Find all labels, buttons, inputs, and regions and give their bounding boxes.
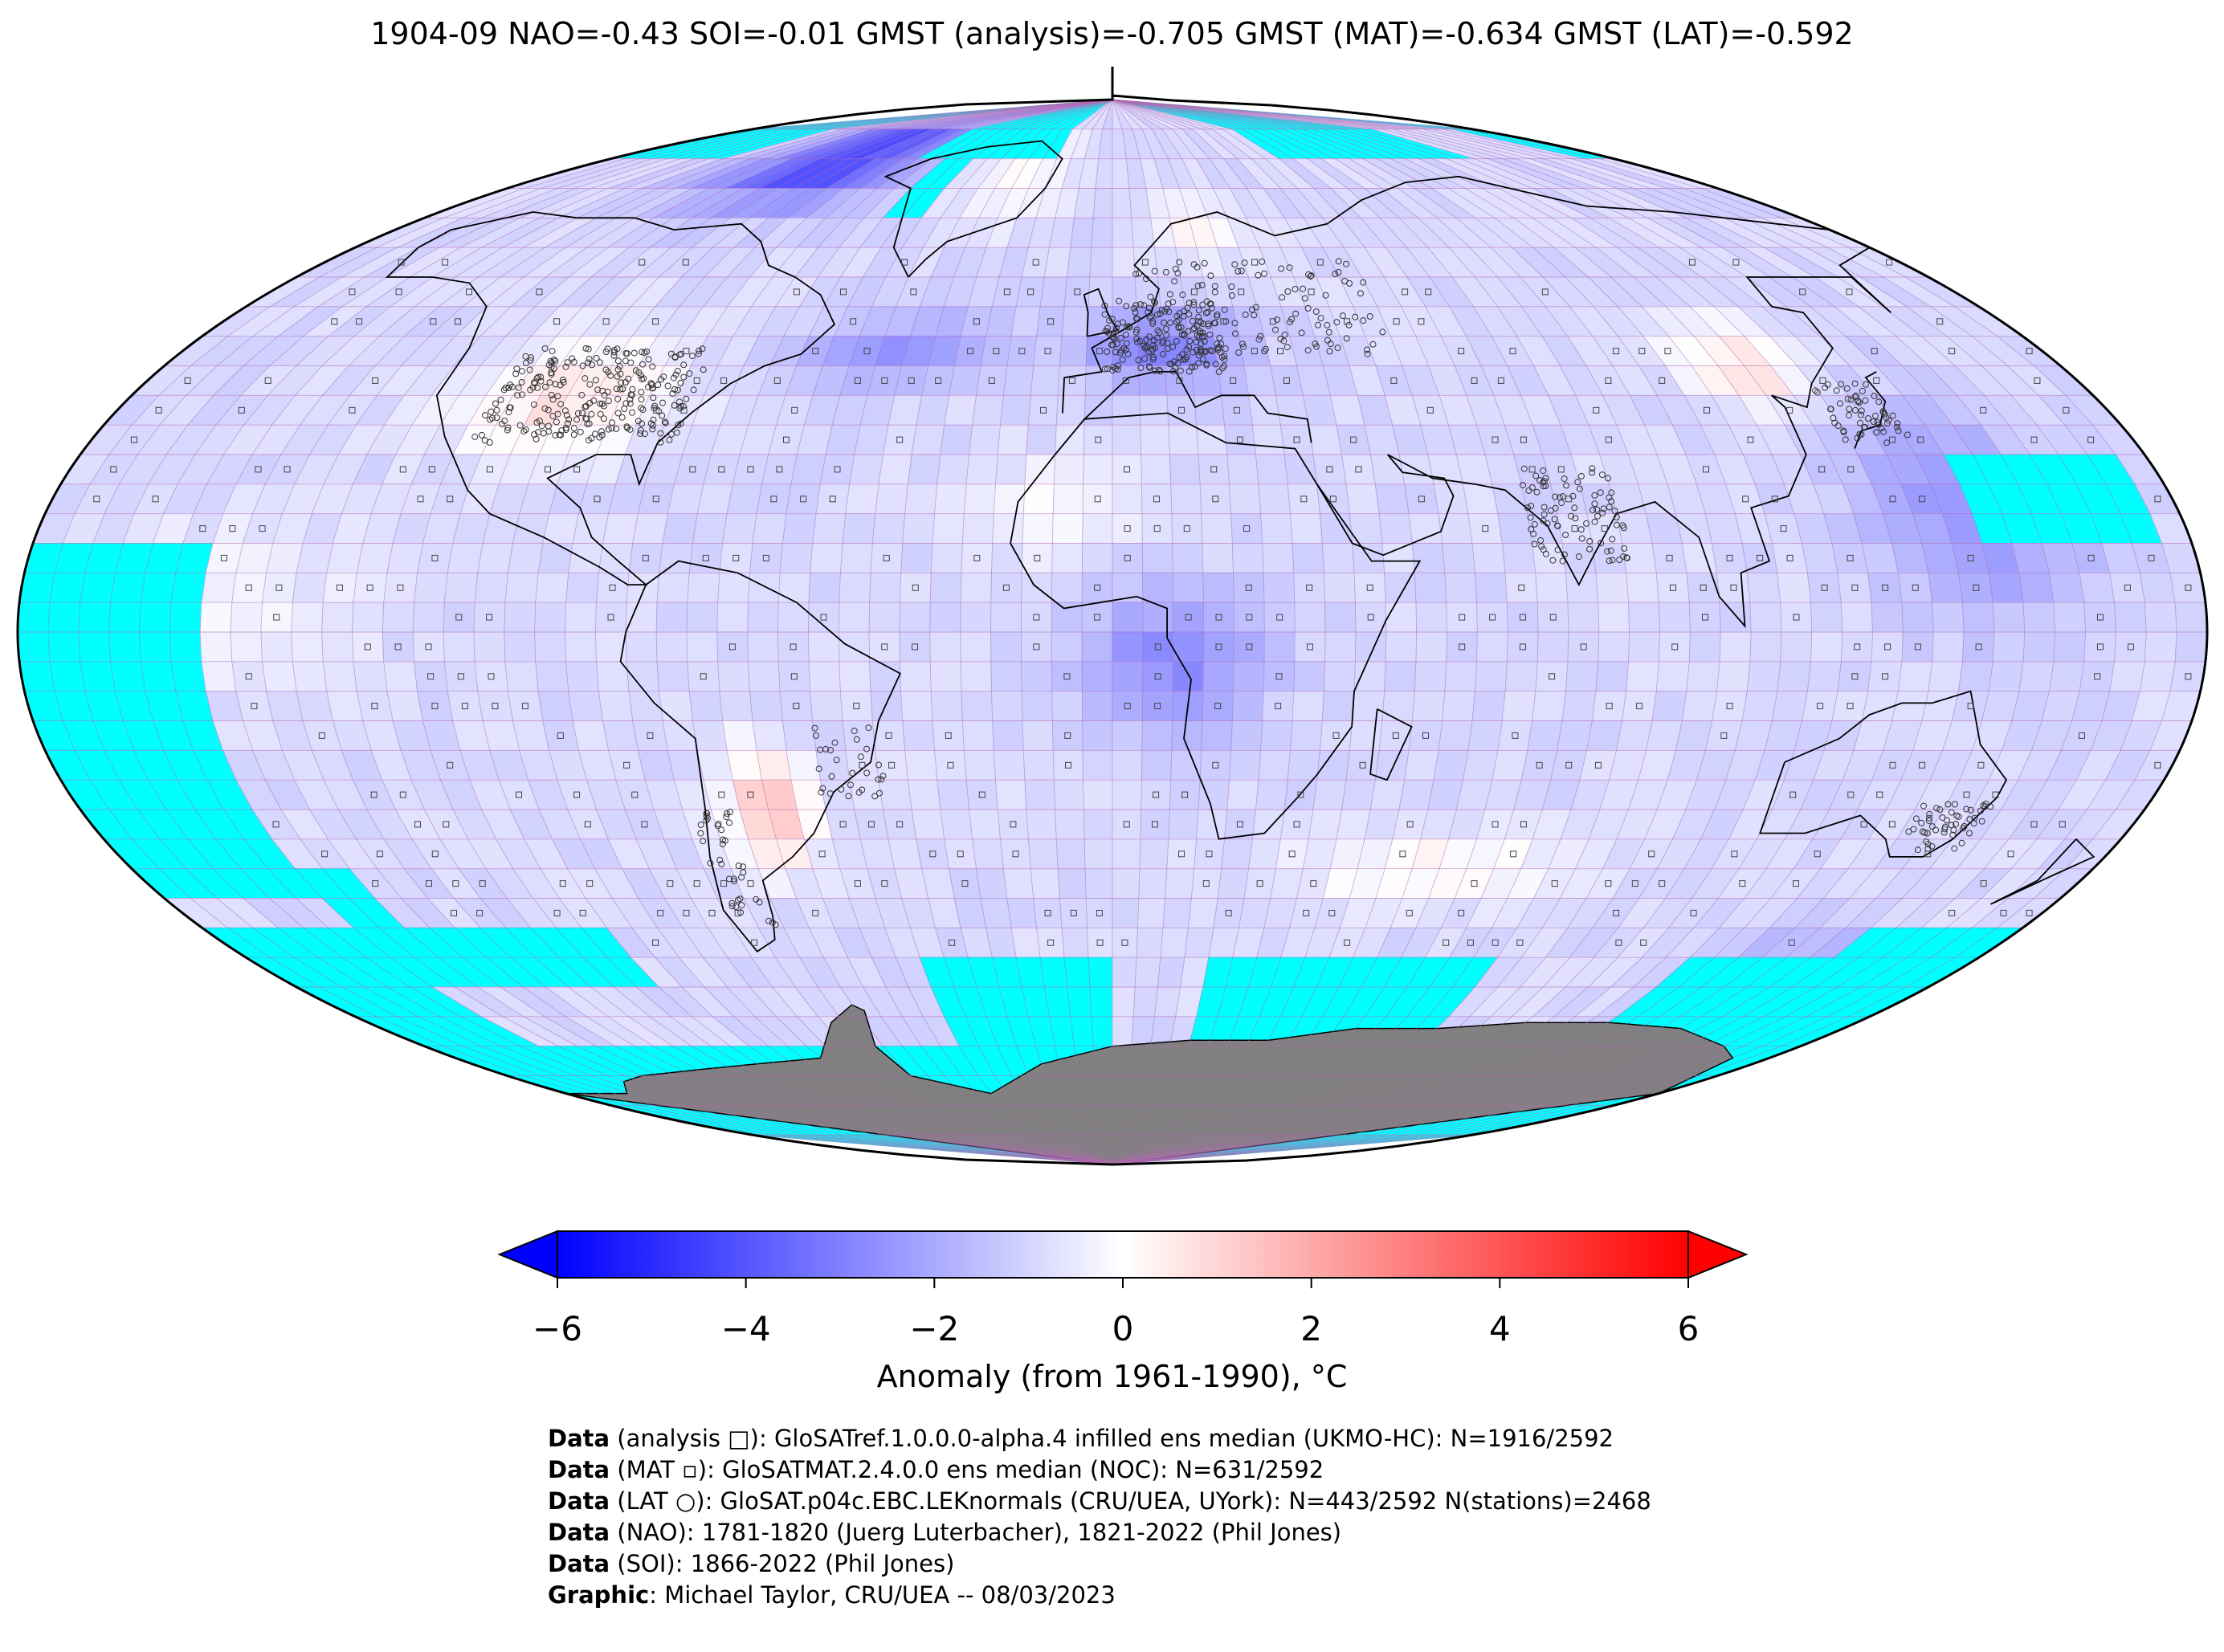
- anomaly-map: [16, 67, 2209, 1166]
- credit-line: Data (MAT ▫): GloSATMAT.2.4.0.0 ens medi…: [548, 1454, 1651, 1486]
- map-title: 1904-09 NAO=-0.43 SOI=-0.01 GMST (analys…: [370, 16, 1854, 51]
- colorbar-tick-label: −4: [720, 1309, 771, 1348]
- credit-key: Data: [548, 1519, 610, 1546]
- colorbar-tick-label: −6: [533, 1309, 582, 1348]
- colorbar-tick-label: 4: [1488, 1309, 1511, 1348]
- colorbar-extend-low: [497, 1230, 558, 1279]
- credit-text: : Michael Taylor, CRU/UEA -- 08/03/2023: [649, 1581, 1116, 1609]
- colorbar-tick-label: −2: [909, 1309, 960, 1348]
- credit-key: Data: [548, 1487, 610, 1515]
- credits-block: Data (analysis □): GloSATref.1.0.0.0-alp…: [548, 1423, 1651, 1611]
- credit-text: (analysis □): GloSATref.1.0.0.0-alpha.4 …: [610, 1425, 1614, 1452]
- credit-key: Data: [548, 1456, 610, 1483]
- colorbar-ticks: [557, 1278, 1689, 1288]
- colorbar: [497, 1230, 1749, 1288]
- credit-key: Data: [548, 1550, 610, 1577]
- credit-line: Data (LAT ○): GloSAT.p04c.EBC.LEKnormals…: [548, 1486, 1651, 1517]
- credit-line: Data (analysis □): GloSATref.1.0.0.0-alp…: [548, 1423, 1651, 1454]
- colorbar-tick-label: 0: [1112, 1309, 1134, 1348]
- colorbar-extend-high: [1687, 1230, 1749, 1279]
- credit-key: Data: [548, 1425, 610, 1452]
- colorbar-label: Anomaly (from 1961-1990), °C: [876, 1359, 1348, 1394]
- colorbar-tick-label: 2: [1300, 1309, 1323, 1348]
- colorbar-tick-label: 6: [1677, 1309, 1700, 1348]
- credit-text: (SOI): 1866-2022 (Phil Jones): [610, 1550, 955, 1577]
- colorbar-gradient: [557, 1230, 1689, 1279]
- credit-line: Data (NAO): 1781-1820 (Juerg Luterbacher…: [548, 1517, 1651, 1548]
- credit-line: Data (SOI): 1866-2022 (Phil Jones): [548, 1548, 1651, 1580]
- credit-key: Graphic: [548, 1581, 650, 1609]
- credit-text: (NAO): 1781-1820 (Juerg Luterbacher), 18…: [610, 1519, 1342, 1546]
- credit-text: (LAT ○): GloSAT.p04c.EBC.LEKnormals (CRU…: [610, 1487, 1651, 1515]
- credit-text: (MAT ▫): GloSATMAT.2.4.0.0 ens median (N…: [610, 1456, 1324, 1483]
- credit-line: Graphic: Michael Taylor, CRU/UEA -- 08/0…: [548, 1580, 1651, 1611]
